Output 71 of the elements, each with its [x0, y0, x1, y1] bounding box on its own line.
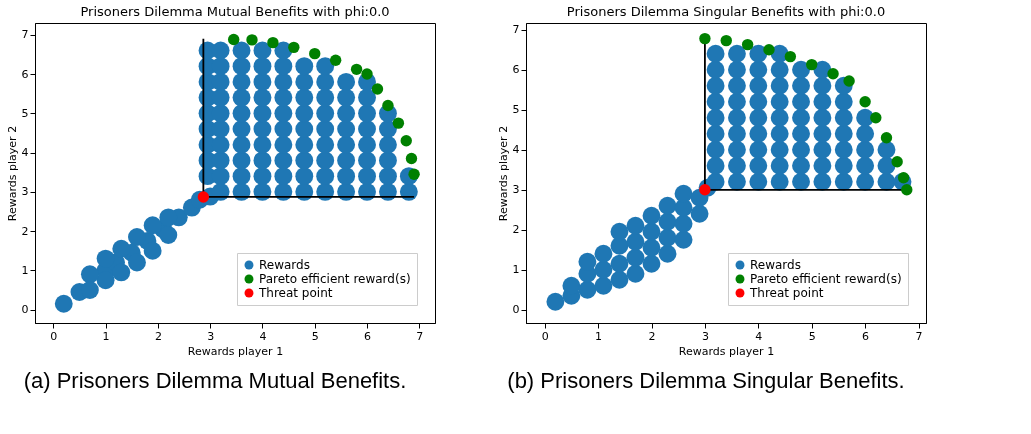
y-tick-label: 4: [512, 143, 520, 157]
point: [741, 38, 754, 51]
x-tick-label: 7: [915, 329, 923, 343]
y-tick-label: 2: [512, 223, 520, 237]
y-tick-label: 5: [21, 106, 29, 120]
y-tick-label: 0: [21, 303, 29, 317]
point: [329, 54, 342, 66]
point: [309, 47, 321, 60]
x-tick-label: 6: [862, 329, 870, 343]
point: [859, 96, 871, 108]
x-axis-title: Rewards player 1: [678, 344, 775, 358]
x-tick-label: 4: [755, 329, 763, 343]
point: [371, 83, 384, 95]
x-tick-label: 1: [595, 329, 603, 343]
y-tick-label: 7: [21, 28, 29, 42]
point: [870, 112, 882, 124]
y-tick-label: 1: [21, 263, 29, 277]
point: [880, 132, 893, 144]
x-tick-label: 4: [259, 329, 267, 343]
y-tick-label: 3: [21, 185, 29, 199]
legend-label: Pareto efficient reward(s): [259, 272, 411, 286]
legend-label: Rewards: [259, 258, 310, 272]
point: [784, 50, 797, 63]
y-tick-label: 4: [21, 146, 29, 160]
y-axis-title: Rewards player 2: [5, 125, 19, 222]
point: [350, 63, 363, 76]
y-tick-label: 7: [512, 23, 520, 37]
point: [361, 68, 373, 80]
point: [720, 34, 732, 47]
point: [392, 117, 405, 129]
x-axis-title: Rewards player 1: [187, 344, 284, 358]
point: [806, 58, 818, 71]
x-tick-label: 3: [207, 329, 215, 343]
y-tick-label: 5: [512, 103, 520, 117]
x-tick-label: 2: [154, 329, 162, 343]
y-tick-label: 3: [512, 183, 520, 197]
text: (b) Prisoners Dilemma Singular Benefits.: [507, 368, 905, 393]
point: [246, 34, 258, 46]
x-tick-label: 6: [364, 329, 372, 343]
x-tick-label: 2: [648, 329, 656, 343]
chart-title: Prisoners Dilemma Singular Benefits with phi:0.0: [566, 4, 886, 19]
x-tick-label: 0: [541, 329, 549, 343]
point: [891, 156, 903, 168]
point: [267, 36, 279, 49]
point: [699, 32, 711, 45]
y-axis-title: Rewards player 2: [496, 125, 510, 222]
legend-label: Threat point: [258, 286, 333, 300]
x-tick-label: 7: [416, 329, 424, 343]
point: [288, 41, 300, 54]
y-tick-label: 1: [512, 263, 520, 277]
legend-label: Threat point: [749, 286, 824, 300]
point: [400, 135, 412, 147]
text: (a) Prisoners Dilemma Mutual Benefits.: [23, 368, 407, 393]
y-tick-label: 6: [512, 63, 520, 77]
x-tick-label: 5: [311, 329, 319, 343]
point: [382, 99, 394, 112]
x-tick-label: 1: [102, 329, 110, 343]
point: [227, 33, 240, 46]
y-tick-label: 6: [21, 67, 29, 81]
point: [405, 152, 418, 165]
y-tick-label: 0: [512, 303, 520, 317]
chart-title: Prisoners Dilemma Mutual Benefits with phi:0.0: [80, 4, 390, 19]
legend-label: Rewards: [750, 258, 801, 272]
legend-label: Pareto efficient reward(s): [750, 272, 902, 286]
point: [827, 68, 839, 80]
y-tick-label: 2: [21, 224, 29, 238]
x-tick-label: 0: [50, 329, 58, 343]
x-tick-label: 3: [701, 329, 709, 343]
point: [901, 184, 913, 196]
x-tick-label: 5: [808, 329, 816, 343]
point: [763, 44, 775, 56]
